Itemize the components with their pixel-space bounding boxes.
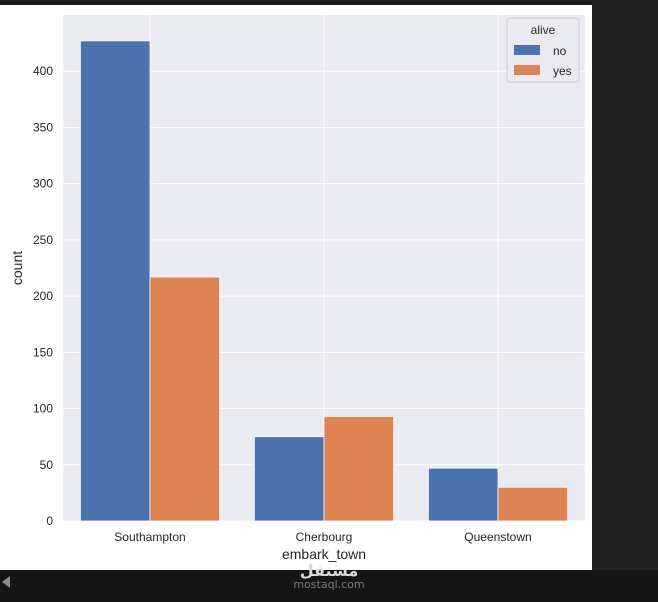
bottom-bar [0,570,658,602]
bar-yes-queenstown [497,486,568,522]
legend-title: alive [531,23,556,37]
x-tick-labels: Southampton Cherbourg Queenstown [114,530,531,544]
y-tick-label: 350 [33,120,53,134]
x-tick-label: Southampton [114,530,185,544]
legend-label-no: no [553,44,567,58]
bar-yes-southampton [149,276,220,522]
x-tick-label: Queenstown [464,530,531,544]
y-tick-label: 250 [33,233,53,247]
bar-no-cherbourg [253,436,325,522]
x-tick-label: Cherbourg [296,530,353,544]
legend: alive no yes [506,17,580,83]
y-tick-label: 100 [33,402,53,416]
legend-label-yes: yes [553,64,572,78]
y-tick-label: 200 [33,289,53,303]
y-tick-label: 400 [33,64,53,78]
scroll-left-icon[interactable] [2,576,10,588]
watermark-site: mostaql.com [293,578,365,591]
background-panel [592,0,658,602]
y-tick-label: 300 [33,177,53,191]
chart-figure: 0 50 100 150 200 250 300 350 400 Southampton Cher… [0,5,592,570]
y-tick-label: 50 [40,458,54,472]
bar-no-queenstown [427,467,499,522]
y-tick-labels: 0 50 100 150 200 250 300 350 400 [33,64,53,528]
y-tick-label: 150 [33,345,53,359]
watermark-logo: مستقل [299,561,359,580]
bars [80,40,568,522]
x-axis-label: embark_town [282,546,366,562]
y-tick-label: 0 [46,514,53,528]
y-axis-label: count [9,251,25,285]
bar-no-southampton [80,40,151,522]
bar-chart: 0 50 100 150 200 250 300 350 400 Southampton Cher… [9,15,585,562]
legend-swatch-no [514,45,540,55]
bar-yes-cherbourg [323,416,394,522]
legend-swatch-yes [514,65,540,75]
